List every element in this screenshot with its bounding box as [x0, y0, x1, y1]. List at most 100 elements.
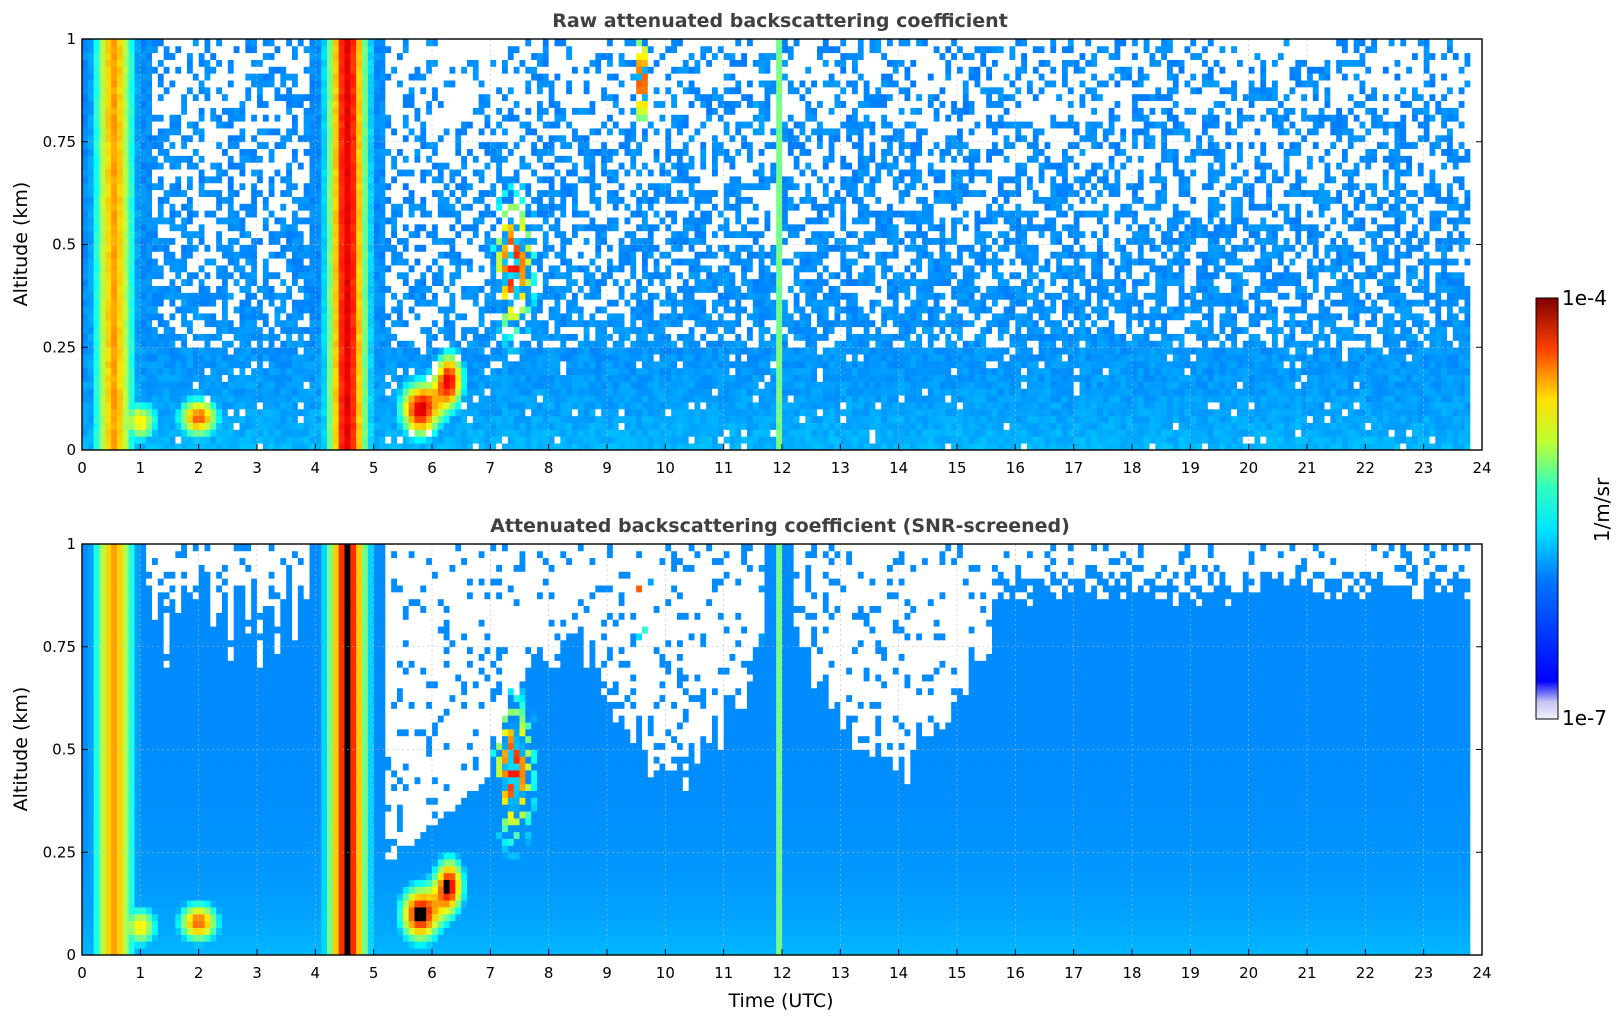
- heatmap-cell: [520, 279, 526, 286]
- heatmap-cell: [473, 121, 479, 128]
- heatmap-cell: [397, 197, 403, 204]
- heatmap-cell: [105, 46, 111, 53]
- heatmap-cell: [275, 299, 281, 306]
- heatmap-cell: [450, 183, 456, 190]
- heatmap-cell: [210, 73, 216, 80]
- heatmap-cell: [350, 340, 356, 347]
- heatmap-cell: [140, 142, 146, 149]
- heatmap-cell: [543, 423, 549, 430]
- heatmap-cell: [111, 66, 117, 73]
- heatmap-cell: [140, 361, 146, 368]
- heatmap-cell: [164, 169, 170, 176]
- heatmap-cell: [164, 251, 170, 258]
- heatmap-cell: [461, 108, 467, 115]
- heatmap-cell: [82, 135, 88, 142]
- heatmap-cell: [555, 320, 561, 327]
- heatmap-cell: [286, 299, 292, 306]
- heatmap-cell: [543, 142, 549, 149]
- heatmap-cell: [234, 135, 240, 142]
- heatmap-cell: [350, 210, 356, 217]
- heatmap-cell: [461, 258, 467, 265]
- heatmap-cell: [479, 39, 485, 46]
- heatmap-cell: [520, 292, 526, 299]
- heatmap-cell: [257, 245, 263, 252]
- heatmap-cell: [350, 245, 356, 252]
- heatmap-cell: [263, 87, 269, 94]
- heatmap-cell: [479, 423, 485, 430]
- heatmap-cell: [415, 231, 421, 238]
- heatmap-cell: [490, 224, 496, 231]
- heatmap-cell: [275, 94, 281, 101]
- heatmap-cell: [333, 217, 339, 224]
- heatmap-cell: [263, 66, 269, 73]
- heatmap-cell: [450, 80, 456, 87]
- heatmap-cell: [473, 327, 479, 334]
- heatmap-cell: [129, 279, 135, 286]
- heatmap-cell: [321, 334, 327, 341]
- heatmap-cell: [164, 402, 170, 409]
- heatmap-cell: [82, 128, 88, 135]
- heatmap-cell: [181, 306, 187, 313]
- heatmap-cell: [222, 313, 228, 320]
- heatmap-cell: [490, 203, 496, 210]
- heatmap-cell: [269, 142, 275, 149]
- heatmap-cell: [426, 382, 432, 389]
- heatmap-cell: [350, 306, 356, 313]
- heatmap-cell: [216, 183, 222, 190]
- heatmap-cell: [537, 361, 543, 368]
- heatmap-cell: [385, 313, 391, 320]
- heatmap-cell: [199, 94, 205, 101]
- heatmap-cell: [82, 395, 88, 402]
- heatmap-cell: [508, 114, 514, 121]
- heatmap-cell: [199, 272, 205, 279]
- heatmap-cell: [520, 340, 526, 347]
- heatmap-cell: [450, 382, 456, 389]
- heatmap-cell: [222, 320, 228, 327]
- heatmap-cell: [175, 190, 181, 197]
- heatmap-cell: [321, 210, 327, 217]
- heatmap-cell: [444, 327, 450, 334]
- heatmap-cell: [88, 354, 94, 361]
- heatmap-cell: [123, 361, 129, 368]
- heatmap-cell: [245, 286, 251, 293]
- heatmap-cell: [502, 80, 508, 87]
- heatmap-cell: [140, 46, 146, 53]
- heatmap-cell: [216, 320, 222, 327]
- heatmap-cell: [555, 258, 561, 265]
- heatmap-cell: [543, 210, 549, 217]
- heatmap-cell: [82, 231, 88, 238]
- heatmap-cell: [164, 190, 170, 197]
- heatmap-cell: [82, 320, 88, 327]
- heatmap-cell: [310, 217, 316, 224]
- heatmap-cell: [129, 66, 135, 73]
- heatmap-cell: [199, 162, 205, 169]
- heatmap-cell: [193, 327, 199, 334]
- heatmap-cell: [327, 46, 333, 53]
- heatmap-cell: [438, 313, 444, 320]
- heatmap-cell: [152, 436, 158, 443]
- heatmap-cell: [158, 224, 164, 231]
- heatmap-cell: [123, 183, 129, 190]
- heatmap-cell: [111, 306, 117, 313]
- heatmap-cell: [298, 80, 304, 87]
- heatmap-cell: [123, 60, 129, 67]
- heatmap-cell: [403, 382, 409, 389]
- heatmap-cell: [263, 197, 269, 204]
- heatmap-cell: [280, 101, 286, 108]
- heatmap-cell: [555, 121, 561, 128]
- heatmap-cell: [385, 217, 391, 224]
- heatmap-cell: [327, 238, 333, 245]
- heatmap-cell: [82, 169, 88, 176]
- heatmap-cell: [409, 313, 415, 320]
- heatmap-cell: [479, 94, 485, 101]
- heatmap-cell: [508, 101, 514, 108]
- heatmap-cell: [164, 94, 170, 101]
- heatmap-cell: [479, 114, 485, 121]
- heatmap-cell: [286, 388, 292, 395]
- heatmap-cell: [380, 395, 386, 402]
- heatmap-cell: [82, 46, 88, 53]
- heatmap-cell: [199, 39, 205, 46]
- heatmap-cell: [292, 313, 298, 320]
- heatmap-cell: [438, 80, 444, 87]
- heatmap-cell: [158, 423, 164, 430]
